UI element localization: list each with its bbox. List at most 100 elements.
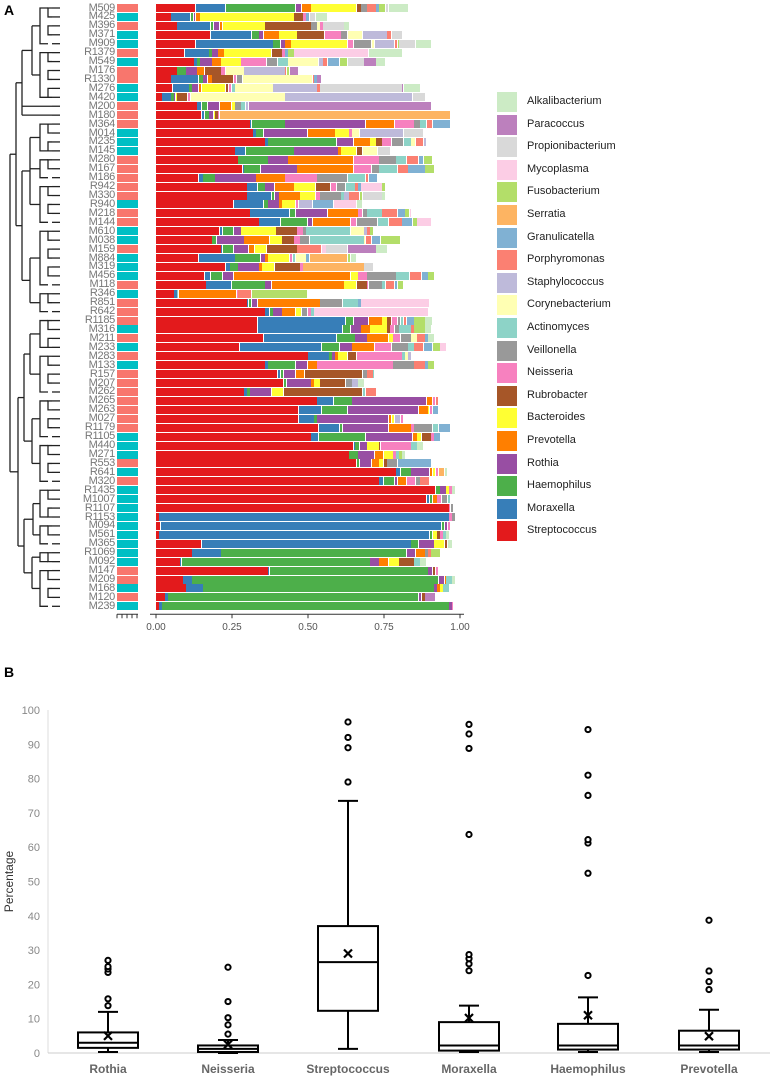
bar-segment <box>221 66 226 75</box>
box-moraxella <box>438 720 500 1053</box>
legend-swatch <box>497 498 517 519</box>
bar-segment <box>367 334 389 343</box>
bar-segment <box>384 459 387 468</box>
mean-marker <box>704 1031 714 1041</box>
legend-swatch <box>497 385 517 406</box>
outlier-point <box>705 916 713 924</box>
bar-segment <box>385 4 389 12</box>
bar-segment <box>189 84 192 93</box>
bar-segment <box>156 432 311 441</box>
bar-segment <box>210 21 214 30</box>
bar-segment <box>350 271 358 280</box>
bar-segment <box>233 75 237 84</box>
legend-label: Alkalibacterium <box>527 95 602 107</box>
bar-segment <box>379 459 384 468</box>
group-indicator-salmon <box>117 164 138 173</box>
bar-segment <box>353 137 370 146</box>
bar-segment <box>388 334 393 343</box>
bar-segment <box>295 370 305 379</box>
group-indicator-teal <box>117 146 138 155</box>
bar-segment <box>247 298 249 307</box>
dendrogram-branch <box>47 87 52 98</box>
bar-segment <box>425 593 436 602</box>
bar-segment <box>397 39 399 48</box>
legend-label: Rothia <box>527 456 559 469</box>
bar-segment <box>187 93 191 102</box>
bar-segment <box>317 414 389 423</box>
mean-marker <box>464 1013 474 1023</box>
bar-segment <box>294 48 369 57</box>
bar-segment <box>376 137 382 146</box>
bar-segment <box>285 173 317 182</box>
bar-segment <box>356 146 363 155</box>
bar-segment <box>380 441 411 450</box>
bar-segment <box>156 57 194 66</box>
bar-segment <box>311 432 319 441</box>
bar-segment <box>440 486 446 495</box>
bar-segment <box>364 262 373 271</box>
bar-segment <box>181 557 370 566</box>
bar-segment <box>441 521 445 530</box>
bar-segment <box>244 164 261 173</box>
bar-segment <box>425 361 428 370</box>
sample-label: R1330 <box>84 72 115 85</box>
bar-segment <box>294 182 316 191</box>
legend-swatch <box>497 250 517 271</box>
bar-segment <box>263 200 268 209</box>
bar-segment <box>221 57 241 66</box>
bar-segment <box>156 396 317 405</box>
bar-segment <box>349 191 360 200</box>
bar-segment <box>336 334 355 343</box>
bar-segment <box>156 530 159 539</box>
bar-segment <box>235 102 241 111</box>
bar-segment <box>355 334 367 343</box>
bar-segment <box>449 513 452 521</box>
bar-segment <box>195 12 200 21</box>
bar-segment <box>292 254 296 263</box>
bar-segment <box>418 155 423 164</box>
bar-segment <box>156 405 299 414</box>
bar-segment <box>198 84 202 93</box>
bar-segment <box>447 521 451 530</box>
category-label: Streptococcus <box>306 1062 390 1076</box>
sample-label: M271 <box>88 448 116 460</box>
legend-swatch <box>497 318 517 338</box>
bar-segment <box>367 280 369 289</box>
bar-segment <box>358 271 367 280</box>
bar-segment <box>232 280 265 289</box>
group-indicator-teal <box>117 548 138 557</box>
bar-segment <box>428 361 434 370</box>
bar-segment <box>156 254 199 263</box>
bar-segment <box>271 387 284 396</box>
group-indicator-teal <box>117 129 138 138</box>
bar-segment <box>274 182 294 191</box>
bar-segment <box>450 504 454 513</box>
group-indicator-salmon <box>117 414 138 423</box>
bar-segment <box>248 245 255 254</box>
bar-segment <box>353 441 355 450</box>
bar-segment <box>434 584 437 593</box>
bar-segment <box>414 361 425 370</box>
bar-segment <box>318 57 323 66</box>
category-label: Haemophilus <box>550 1062 626 1076</box>
dendrogram-branch <box>47 248 52 259</box>
group-indicator-teal <box>117 30 138 39</box>
group-indicator-teal <box>117 432 138 441</box>
bar-segment <box>259 262 262 271</box>
bar-segment <box>336 137 354 146</box>
x-tick-label: 0.75 <box>374 622 394 633</box>
bar-segment <box>394 477 398 486</box>
bar-segment <box>192 84 199 93</box>
bar-segment <box>197 57 200 66</box>
bar-segment <box>406 477 416 486</box>
bar-segment <box>333 200 357 209</box>
bar-segment <box>339 343 352 352</box>
bar-segment <box>371 236 381 245</box>
sample-label: M145 <box>88 144 116 157</box>
dendrogram-branch <box>47 489 52 500</box>
bar-segment <box>391 343 408 352</box>
dendrogram-branch <box>47 569 52 581</box>
bar-segment <box>241 102 246 111</box>
bar-segment <box>308 307 311 316</box>
bar-segment <box>280 39 285 48</box>
